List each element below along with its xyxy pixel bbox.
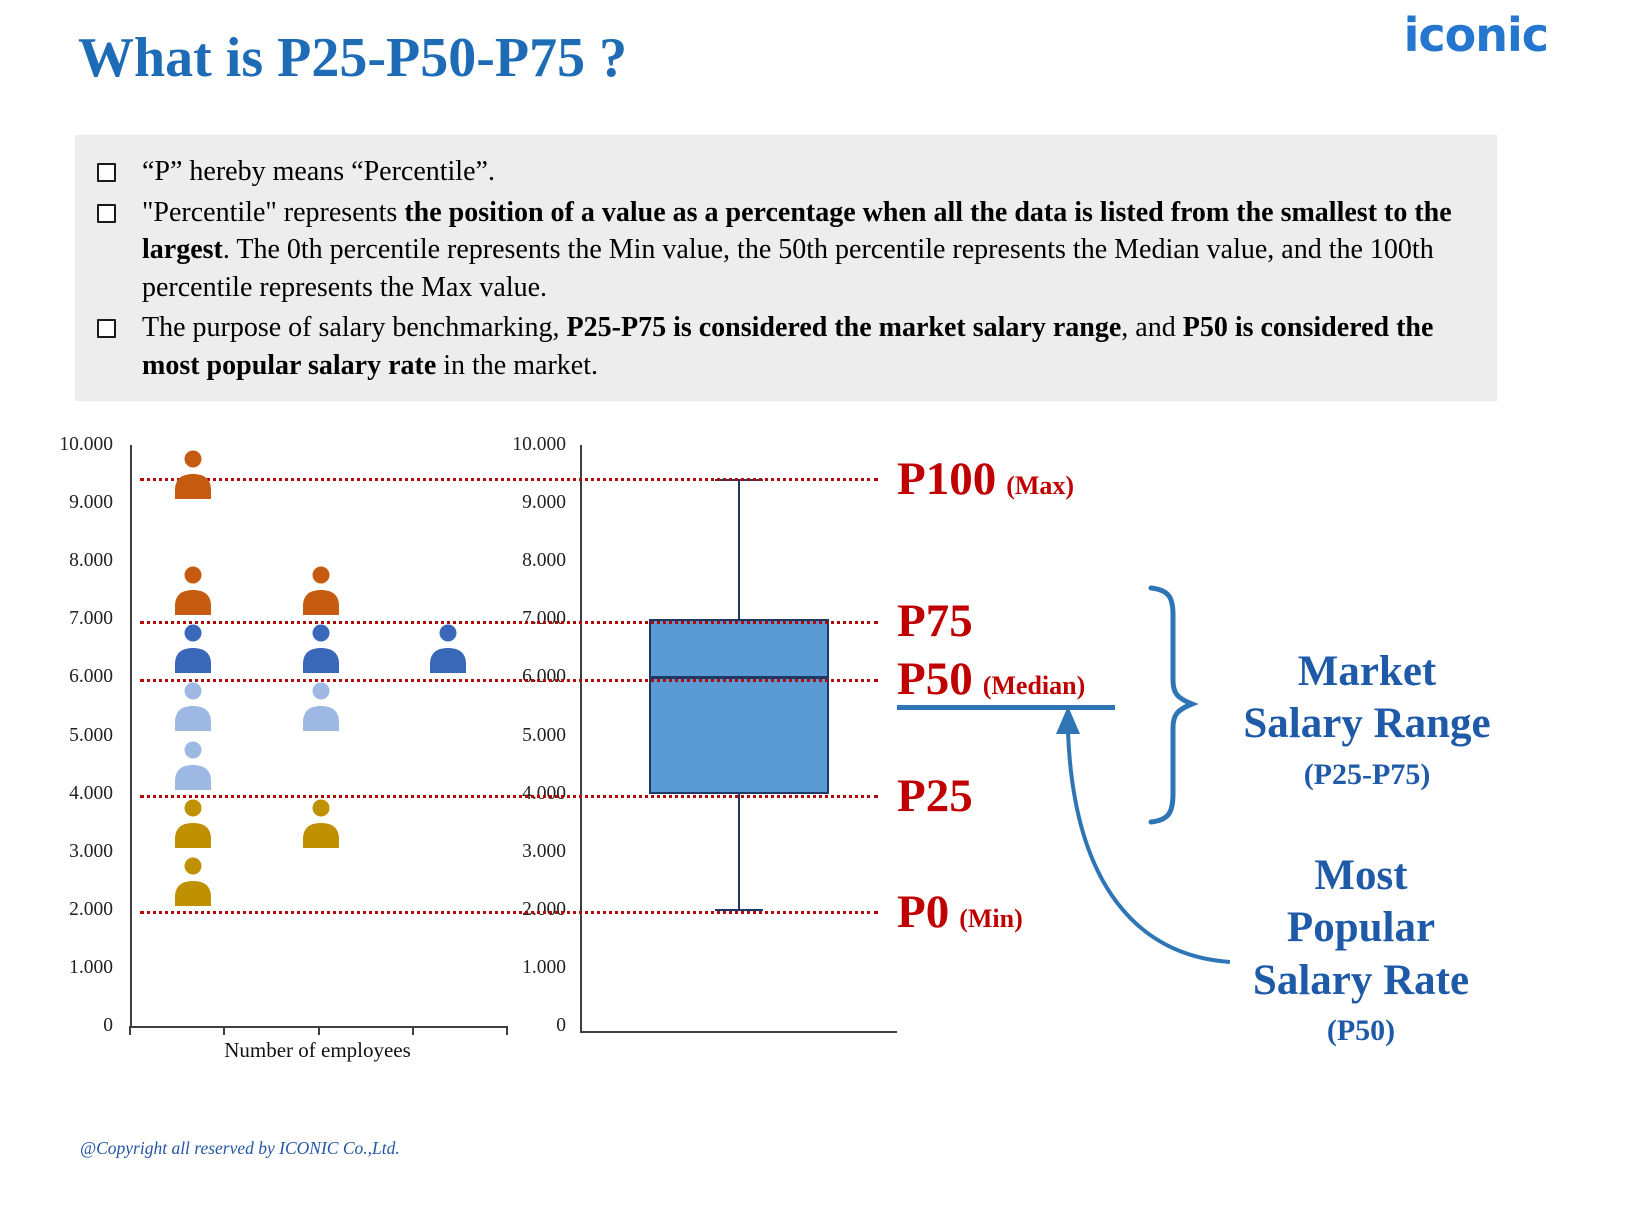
box-chart-ytick: 8.000 xyxy=(522,550,566,572)
boxplot-upper-whisker xyxy=(738,479,740,620)
market-salary-range-label: Market Salary Range (P25-P75) xyxy=(1202,646,1532,794)
left-chart-y-axis xyxy=(130,445,132,1026)
percentile-name-p0: P0 xyxy=(897,885,950,938)
person-icon xyxy=(170,565,216,616)
percentile-name-p50: P50 xyxy=(897,653,973,706)
left-chart-ytick: 1.000 xyxy=(69,956,113,978)
left-chart-x-tick xyxy=(129,1026,131,1035)
checkbox-bullet-icon xyxy=(97,319,116,339)
bullet-text: “P” hereby means “Percentile”. xyxy=(142,156,495,187)
percentile-sublabel-p0: (Min) xyxy=(959,903,1023,933)
checkbox-bullet-icon xyxy=(97,203,116,223)
box-chart-ytick: 6.000 xyxy=(522,666,566,688)
dotted-line-p100 xyxy=(140,478,878,482)
percentile-sublabel-p50: (Median) xyxy=(982,671,1086,701)
left-chart-x-tick xyxy=(317,1026,320,1035)
market-line-3: (P25-P75) xyxy=(1303,757,1431,791)
person-icon xyxy=(170,856,216,906)
boxplot-median-line xyxy=(649,675,829,679)
person-icon xyxy=(170,623,216,674)
box-chart-ytick: 1.000 xyxy=(522,956,566,978)
person-icon xyxy=(425,623,471,674)
left-chart-x-tick xyxy=(411,1026,414,1035)
box-chart-ytick: 3.000 xyxy=(522,840,566,862)
popular-line-4: (P50) xyxy=(1326,1014,1396,1048)
percentile-name-p25: P25 xyxy=(897,769,973,822)
box-chart-x-axis xyxy=(580,1031,897,1033)
box-chart-ytick: 4.000 xyxy=(522,782,566,804)
most-popular-salary-label: Most Popular Salary Rate (P50) xyxy=(1196,850,1526,1050)
percentile-label-p25: P25 xyxy=(897,768,973,822)
boxplot-lower-cap xyxy=(715,908,763,911)
percentile-label-p50: P50 (Median) xyxy=(897,652,1085,706)
market-range-brace xyxy=(1148,585,1199,825)
boxplot-lower-whisker xyxy=(738,793,740,910)
percentile-label-p100: P100 (Max) xyxy=(897,452,1074,506)
percentile-name-p75: P75 xyxy=(897,595,973,648)
person-icon xyxy=(298,565,344,616)
box-chart-ytick: 2.000 xyxy=(522,898,566,920)
info-box: “P” hereby means “Percentile”. "Percentil… xyxy=(75,135,1497,402)
dotted-line-p50 xyxy=(140,678,878,682)
bullet-item-2: "Percentile" represents the position of … xyxy=(97,194,1467,307)
left-chart-ytick: 4.000 xyxy=(69,782,113,804)
popular-line-2: Popular xyxy=(1286,904,1436,952)
iconic-logo: iconic xyxy=(1403,8,1549,62)
left-chart-ytick: 8.000 xyxy=(69,550,113,572)
person-icon xyxy=(170,681,216,732)
page-title: What is P25-P50-P75 ? xyxy=(78,27,628,89)
box-chart-y-axis xyxy=(580,445,582,1031)
percentile-sublabel-p100: (Max) xyxy=(1006,470,1075,500)
boxplot-box xyxy=(649,619,829,794)
box-chart-ytick: 9.000 xyxy=(522,492,566,514)
percentile-name-p100: P100 xyxy=(897,452,997,505)
dotted-line-p75 xyxy=(140,620,878,624)
box-chart-ytick: 7.000 xyxy=(522,608,566,630)
dotted-line-p25 xyxy=(140,795,878,798)
popular-line-1: Most xyxy=(1314,852,1408,899)
left-chart-ytick: 0 xyxy=(103,1015,113,1036)
box-chart-ytick: 5.000 xyxy=(522,724,566,746)
percentile-label-p0: P0 (Min) xyxy=(897,885,1023,939)
person-icon xyxy=(170,798,216,848)
popular-line-3: Salary Rate xyxy=(1252,956,1470,1004)
left-chart-ytick: 3.000 xyxy=(69,840,113,862)
person-icon xyxy=(298,623,344,674)
dotted-line-p0 xyxy=(140,911,878,915)
bullet-text: The purpose of salary benchmarking, P25-… xyxy=(142,312,1434,381)
box-chart-ytick: 0 xyxy=(556,1015,566,1036)
market-line-1: Market xyxy=(1297,648,1437,695)
bullet-item-1: “P” hereby means “Percentile”. xyxy=(97,153,1467,191)
bullet-text: "Percentile" represents the position of … xyxy=(142,196,1452,303)
person-icon xyxy=(170,740,216,790)
left-chart-ytick: 9.000 xyxy=(69,492,113,514)
left-chart-ytick: 5.000 xyxy=(69,724,113,746)
left-chart-x-axis-title: Number of employees xyxy=(224,1038,411,1062)
left-chart-ytick: 7.000 xyxy=(69,608,113,630)
person-icon xyxy=(170,449,216,500)
p50-marker-line xyxy=(897,705,1115,710)
person-icon xyxy=(298,798,344,848)
percentile-label-p75: P75 xyxy=(897,594,973,648)
market-line-2: Salary Range xyxy=(1243,700,1491,748)
left-chart-ytick: 6.000 xyxy=(69,666,113,688)
checkbox-bullet-icon xyxy=(97,163,116,182)
bullet-item-3: The purpose of salary benchmarking, P25-… xyxy=(97,309,1467,384)
left-chart-x-tick xyxy=(506,1026,508,1035)
left-chart-x-tick xyxy=(223,1026,226,1035)
left-chart-ytick: 10.000 xyxy=(59,434,113,455)
left-chart-ytick: 2.000 xyxy=(69,898,113,920)
person-icon xyxy=(298,681,344,732)
p50-pointer-arrow xyxy=(1056,706,1231,964)
copyright-text: @Copyright all reserved by ICONIC Co.,Lt… xyxy=(80,1138,400,1158)
box-chart-ytick: 10.000 xyxy=(512,434,566,455)
